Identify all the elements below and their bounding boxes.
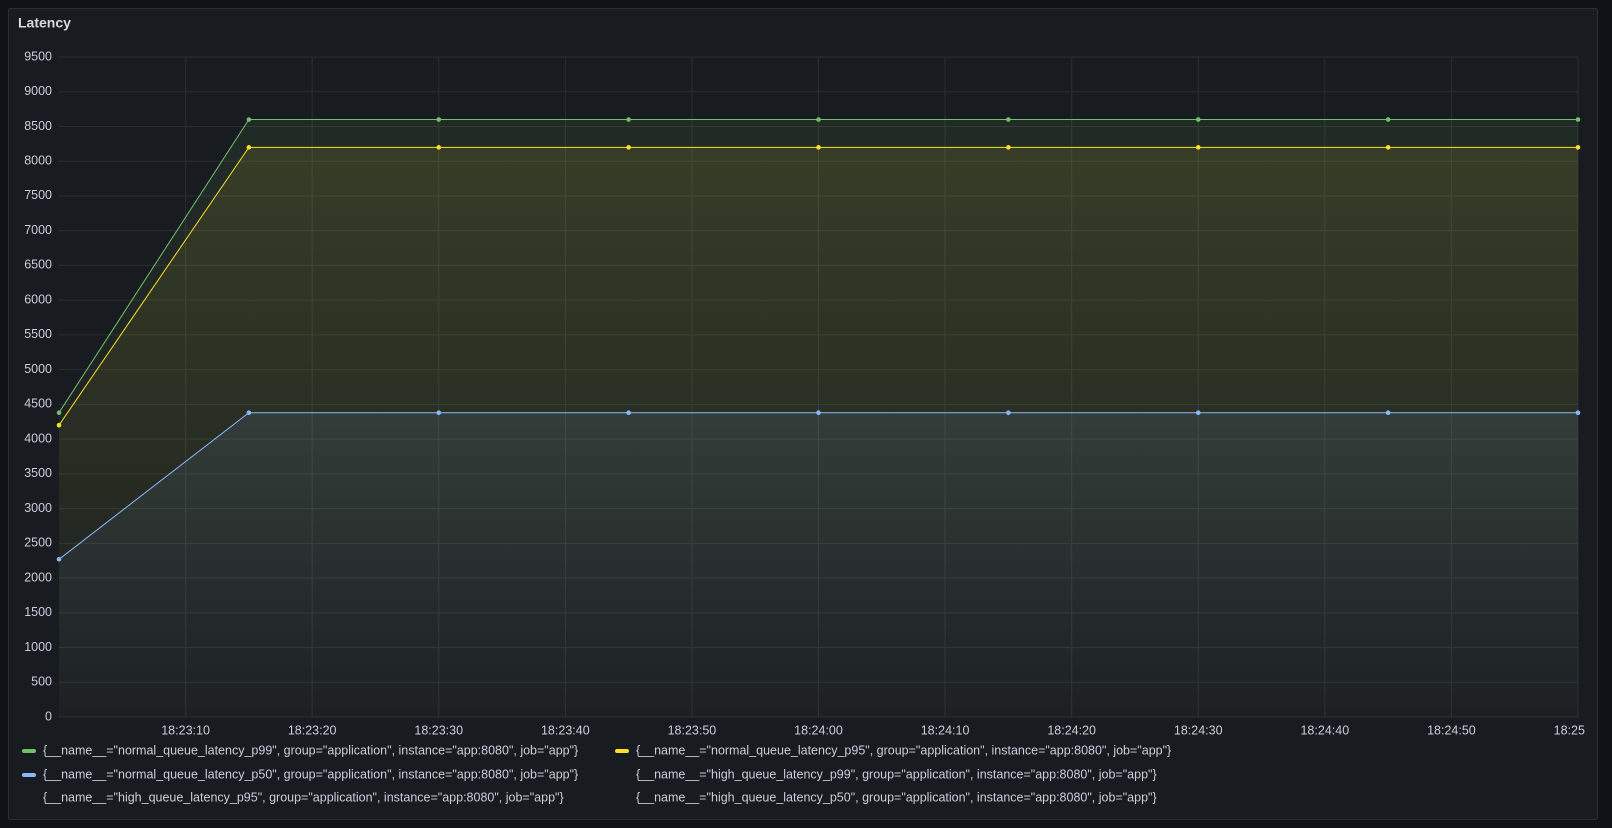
y-tick-label: 7000 — [24, 223, 52, 237]
y-tick-label: 8000 — [24, 154, 52, 168]
series-area — [59, 412, 1578, 717]
data-point — [1006, 145, 1011, 150]
x-tick-label: 18:23:10 — [161, 723, 210, 737]
y-tick-label: 7500 — [24, 188, 52, 202]
y-tick-label: 4000 — [24, 431, 52, 445]
x-tick-label: 18:24:30 — [1174, 723, 1223, 737]
data-point — [1385, 410, 1391, 416]
y-tick-label: 9500 — [24, 49, 52, 63]
data-point — [1575, 117, 1581, 122]
x-tick-label: 18:25:00 — [1554, 723, 1603, 737]
data-point — [1195, 410, 1201, 416]
data-point — [436, 145, 442, 150]
x-tick-label: 18:24:00 — [794, 723, 843, 737]
data-point — [1385, 145, 1391, 150]
legend-swatch — [22, 773, 36, 777]
y-tick-label: 3500 — [24, 466, 52, 480]
data-point — [1195, 145, 1201, 150]
data-point — [626, 145, 631, 150]
data-point — [246, 145, 252, 150]
legend-label: {__name__="high_queue_latency_p95", grou… — [43, 790, 564, 804]
legend-label: {__name__="normal_queue_latency_p50", gr… — [43, 767, 578, 781]
data-point — [626, 117, 631, 122]
legend-swatch — [615, 749, 629, 753]
y-tick-label: 500 — [31, 675, 52, 689]
x-tick-label: 18:23:40 — [541, 723, 590, 737]
x-tick-label: 18:24:10 — [921, 723, 970, 737]
y-tick-label: 8500 — [24, 119, 52, 133]
data-point — [1385, 117, 1391, 122]
y-tick-label: 1000 — [24, 640, 52, 654]
x-tick-label: 18:23:30 — [414, 723, 463, 737]
data-point — [816, 145, 821, 150]
data-point — [56, 410, 62, 416]
data-point — [816, 117, 821, 122]
legend-label: {__name__="high_queue_latency_p99", grou… — [636, 767, 1157, 781]
legend-label: {__name__="normal_queue_latency_p95", gr… — [636, 743, 1171, 757]
x-tick-label: 18:24:50 — [1427, 723, 1476, 737]
legend-swatch — [22, 749, 36, 753]
y-tick-label: 3000 — [24, 501, 52, 515]
y-tick-label: 6500 — [24, 258, 52, 272]
data-point — [1575, 410, 1581, 416]
data-point — [1575, 145, 1581, 150]
data-point — [56, 556, 62, 562]
chart-title: Latency — [18, 15, 71, 31]
y-tick-label: 5500 — [24, 327, 52, 341]
data-point — [1006, 410, 1011, 416]
y-tick-label: 6000 — [24, 292, 52, 306]
x-tick-label: 18:23:20 — [288, 723, 337, 737]
y-tick-label: 4500 — [24, 397, 52, 411]
data-point — [56, 422, 62, 428]
data-point — [436, 117, 442, 122]
data-point — [246, 410, 252, 416]
y-tick-label: 1500 — [24, 605, 52, 619]
y-tick-label: 2000 — [24, 570, 52, 584]
legend-label: {__name__="high_queue_latency_p50", grou… — [636, 790, 1157, 804]
data-point — [246, 117, 252, 122]
data-point — [626, 410, 631, 416]
y-tick-label: 2500 — [24, 536, 52, 550]
data-point — [1195, 117, 1201, 122]
data-point — [436, 410, 442, 416]
x-tick-label: 18:24:20 — [1047, 723, 1096, 737]
data-point — [1006, 117, 1011, 122]
y-tick-label: 0 — [45, 709, 52, 723]
x-tick-label: 18:24:40 — [1300, 723, 1349, 737]
data-point — [816, 410, 821, 416]
y-tick-label: 9000 — [24, 84, 52, 98]
y-tick-label: 5000 — [24, 362, 52, 376]
legend-label: {__name__="normal_queue_latency_p99", gr… — [43, 743, 578, 757]
x-tick-label: 18:23:50 — [668, 723, 717, 737]
